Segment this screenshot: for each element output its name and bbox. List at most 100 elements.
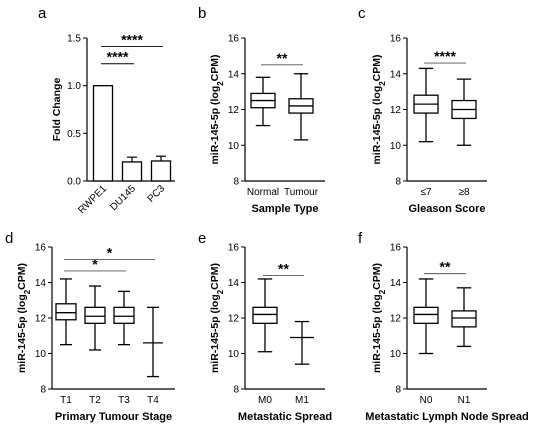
x-tick-label: Tumour: [284, 187, 319, 198]
y-axis-label-subscript: 2: [378, 81, 387, 86]
x-axis-label: Metastatic Spread: [238, 411, 332, 423]
y-tick-label: 14: [390, 278, 402, 289]
y-axis-label-main: miR-145-5p (log: [209, 294, 221, 373]
y-axis-label-main: miR-145-5p (log: [371, 294, 383, 373]
y-axis-label-end: CPM): [16, 263, 28, 290]
x-tick-label: N0: [420, 395, 433, 406]
y-tick-label: 12: [35, 314, 47, 325]
x-axis-label: Metastatic Lymph Node Spread: [365, 411, 528, 423]
y-axis-label: miR-145-5p (log2CPM): [371, 263, 387, 373]
x-tick-label: M0: [258, 395, 272, 406]
panel-label: a: [38, 5, 47, 22]
significance-label: *: [92, 256, 98, 272]
y-tick-label: 1.5: [67, 34, 81, 45]
x-tick-label: RWPE1: [76, 183, 109, 216]
significance-label: **: [440, 259, 451, 275]
y-tick-label: 8: [233, 385, 239, 396]
y-axis-label: Fold Change: [51, 78, 63, 142]
y-tick-label: 16: [35, 243, 47, 254]
bar: [150, 160, 172, 182]
x-tick-label: PC3: [146, 183, 168, 205]
x-tick-label: M1: [295, 395, 309, 406]
significance-label: ****: [121, 32, 143, 48]
y-tick-label: 8: [233, 177, 239, 188]
y-tick-label: 10: [228, 141, 240, 152]
box: [451, 310, 477, 328]
panel-label: d: [5, 230, 13, 247]
y-axis-label-main: miR-145-5p (log: [371, 86, 383, 165]
box: [84, 306, 106, 324]
y-tick-label: 14: [35, 278, 47, 289]
panel-a: a 0.0 0.5 1.0 1.5 Fold Change RWPE1 DU145 PC3 ***…: [38, 5, 175, 216]
y-tick-label: 1.0: [67, 81, 81, 92]
y-axis-label-end: CPM): [209, 263, 221, 290]
y-axis-label: miR-145-5p (log2CPM): [16, 263, 32, 373]
y-axis-label-end: CPM): [371, 263, 383, 290]
y-tick-label: 0.5: [67, 129, 81, 140]
y-tick-label: 10: [228, 349, 240, 360]
panel-label: e: [198, 230, 206, 247]
y-tick-label: 16: [390, 243, 402, 254]
significance-label: **: [277, 50, 288, 66]
x-axis-label: Sample Type: [251, 203, 318, 215]
x-tick-label: N1: [458, 395, 471, 406]
y-axis-label-subscript: 2: [216, 289, 225, 294]
y-axis-label: miR-145-5p (log2CPM): [209, 263, 225, 373]
panel-label: f: [358, 230, 363, 247]
y-tick-label: 8: [395, 177, 401, 188]
x-tick-label: DU145: [108, 183, 138, 213]
box: [113, 306, 135, 324]
significance-label: ****: [434, 48, 456, 64]
y-axis-label-subscript: 2: [216, 81, 225, 86]
bar: [121, 161, 143, 182]
y-tick-label: 14: [228, 278, 240, 289]
panel-label: b: [198, 5, 206, 22]
y-axis-label-end: CPM): [209, 54, 221, 81]
x-tick-label: T4: [147, 395, 159, 406]
bar: [92, 85, 114, 182]
x-tick-label: ≥8: [458, 187, 469, 198]
y-axis-label-end: CPM): [371, 54, 383, 81]
y-tick-label: 12: [228, 105, 240, 116]
significance-label: *: [107, 244, 113, 260]
box: [252, 306, 278, 324]
y-tick-label: 16: [390, 34, 402, 45]
significance-label: ****: [107, 49, 129, 65]
y-tick-label: 12: [228, 314, 240, 325]
x-tick-label: T3: [118, 395, 130, 406]
x-tick-label: T1: [60, 395, 72, 406]
y-tick-label: 14: [228, 69, 240, 80]
x-axis-label: Gleason Score: [408, 203, 485, 215]
significance-label: **: [278, 260, 289, 276]
x-tick-label: Normal: [247, 187, 279, 198]
box: [413, 306, 439, 324]
y-tick-label: 10: [35, 349, 47, 360]
y-tick-label: 14: [390, 69, 402, 80]
y-axis-label: miR-145-5p (log2CPM): [371, 54, 387, 164]
y-tick-label: 8: [40, 385, 46, 396]
panel-label: c: [358, 5, 366, 22]
y-tick-label: 16: [228, 243, 240, 254]
y-tick-label: 0.0: [67, 177, 81, 188]
y-tick-label: 8: [395, 385, 401, 396]
y-axis-label-main: miR-145-5p (log: [16, 294, 28, 373]
x-tick-label: ≤7: [420, 187, 431, 198]
y-axis-label-subscript: 2: [23, 289, 32, 294]
y-tick-label: 12: [390, 314, 402, 325]
box: [55, 303, 77, 321]
y-tick-label: 12: [390, 105, 402, 116]
y-tick-label: 10: [390, 349, 402, 360]
x-axis-label: Primary Tumour Stage: [55, 411, 172, 423]
y-axis-label-subscript: 2: [378, 289, 387, 294]
y-axis-label-main: miR-145-5p (log: [209, 86, 221, 165]
y-tick-label: 16: [228, 34, 240, 45]
y-tick-label: 10: [390, 141, 402, 152]
y-axis-label: miR-145-5p (log2CPM): [209, 54, 225, 164]
x-tick-label: T2: [89, 395, 101, 406]
